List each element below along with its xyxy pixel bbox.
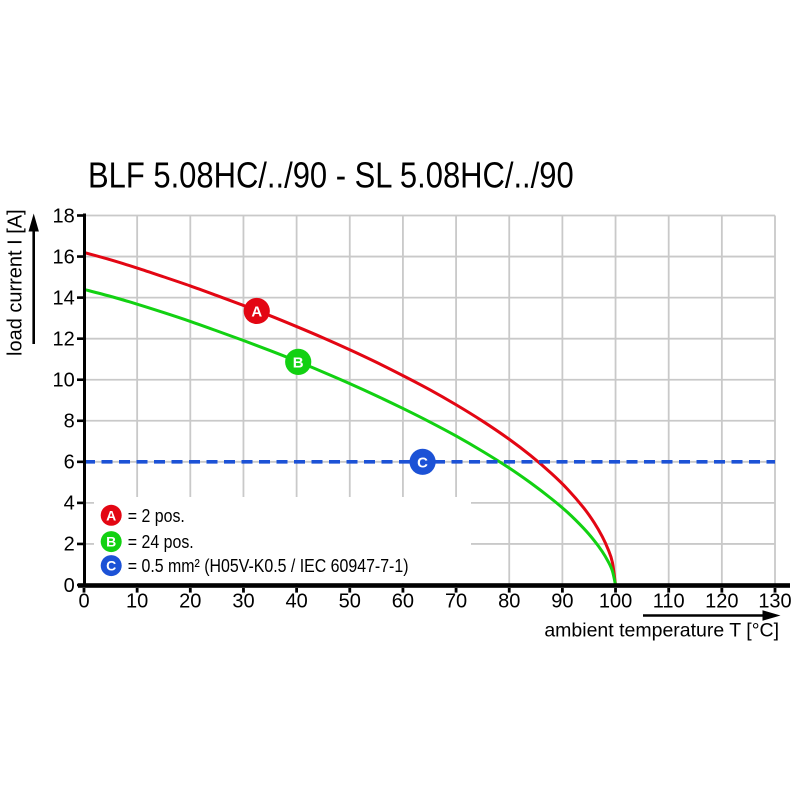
series-curve-a [83, 251, 618, 586]
series-curve-b [83, 287, 618, 586]
x-tick [720, 588, 724, 593]
x-tick [135, 588, 139, 593]
y-tick [77, 583, 83, 587]
y-tick-label: 18 [53, 205, 75, 227]
marker-b [285, 348, 312, 375]
y-tick [77, 460, 83, 464]
x-tick [560, 588, 564, 593]
x-tick [667, 588, 671, 593]
y-axis-title: load current I [A] [5, 209, 27, 356]
curves [83, 251, 775, 586]
legend-label-a: = 2 pos. [128, 505, 185, 526]
x-axis-title: ambient temperature T [°C] [544, 620, 779, 642]
y-tick [77, 255, 83, 258]
legend-marker-b-letter: B [106, 534, 116, 550]
x-tick-label: 40 [285, 591, 307, 613]
chart-title: BLF 5.08HC/../90 - SL 5.08HC/../90 [88, 156, 574, 196]
y-tick-label: 12 [53, 328, 75, 350]
x-tick-label: 90 [551, 591, 573, 613]
x-tick [82, 588, 86, 593]
x-tick [348, 588, 352, 593]
legend-marker-a [100, 504, 122, 526]
y-tick [77, 501, 83, 505]
legend-background [94, 497, 471, 583]
y-tick-label: 0 [64, 575, 75, 597]
x-tick-label: 130 [758, 591, 791, 613]
y-tick-label: 10 [53, 370, 75, 392]
x-tick-label: 100 [599, 591, 632, 613]
y-tick [77, 337, 83, 340]
x-tick [454, 588, 458, 593]
x-tick-label: 80 [498, 591, 520, 613]
legend: A = 2 pos. B = 24 pos. C = 0.5 mm² (H05V… [100, 504, 409, 577]
marker-b-letter: B [293, 354, 304, 371]
marker-c-letter: C [417, 454, 428, 471]
legend-item-b: B = 24 pos. [100, 531, 194, 553]
tick-labels: 0 2 4 6 8 10 12 14 16 18 0 10 20 30 40 50 60 70 80 90 100 110… [53, 205, 792, 612]
y-axis-arrow [28, 213, 39, 344]
marker-c [409, 448, 436, 475]
x-tick [614, 588, 617, 593]
axes [77, 213, 790, 593]
legend-label-b: = 24 pos. [128, 531, 194, 552]
x-tick [295, 588, 299, 593]
x-tick-label: 70 [445, 591, 467, 613]
legend-label-c: = 0.5 mm² (H05V-K0.5 / IEC 60947-7-1) [128, 555, 409, 576]
legend-marker-a-letter: A [106, 507, 116, 523]
y-tick-label: 14 [53, 287, 75, 309]
legend-item-c: C = 0.5 mm² (H05V-K0.5 / IEC 60947-7-1) [100, 555, 409, 577]
x-axis-line [78, 583, 790, 588]
legend-marker-c [100, 555, 122, 577]
legend-item-a: A = 2 pos. [100, 504, 185, 526]
x-tick-label: 60 [392, 591, 414, 613]
y-tick-label: 4 [64, 493, 75, 515]
y-tick-label: 16 [53, 246, 75, 268]
marker-a-letter: A [251, 303, 262, 320]
x-tick-label: 30 [232, 591, 254, 613]
x-tick-label: 50 [339, 591, 361, 613]
y-axis-line [83, 213, 86, 588]
y-tick [77, 419, 83, 423]
x-tick [507, 588, 511, 593]
x-tick-label: 110 [653, 591, 685, 613]
y-tick [77, 542, 83, 546]
x-tick [401, 588, 405, 593]
x-tick [773, 588, 777, 593]
y-tick-label: 2 [64, 534, 75, 556]
legend-marker-c-letter: C [106, 558, 116, 574]
x-axis-arrow [643, 610, 781, 621]
x-tick-label: 0 [78, 591, 89, 613]
y-tick [77, 296, 83, 299]
x-tick-label: 120 [705, 591, 738, 613]
y-tick-label: 8 [64, 411, 75, 433]
y-tick-label: 6 [64, 452, 75, 474]
x-tick [188, 588, 192, 593]
y-tick [77, 214, 83, 217]
x-tick [242, 588, 245, 593]
curve-markers: A B C [243, 297, 436, 475]
marker-a [243, 297, 270, 325]
x-tick-label: 20 [179, 591, 201, 613]
x-tick-label: 10 [126, 591, 148, 613]
y-tick [77, 378, 83, 382]
legend-marker-b [100, 531, 122, 553]
